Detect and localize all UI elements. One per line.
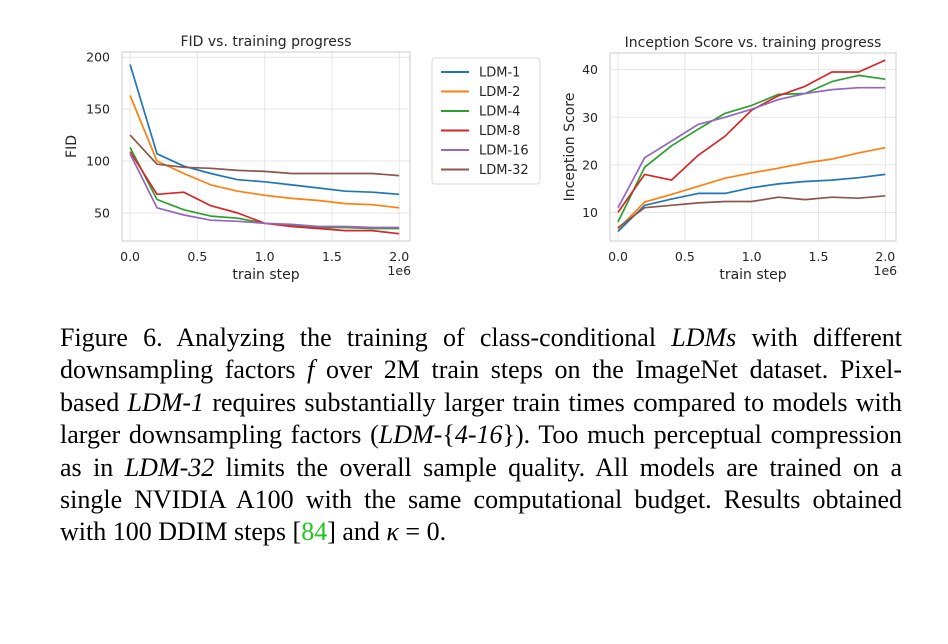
- legend-label-ldm-1: LDM-1: [479, 66, 520, 81]
- caption-ldm-range-a: LDM-: [378, 420, 443, 450]
- x-tick-label: 0.0: [120, 249, 140, 264]
- y-axis-label: Inception Score: [562, 93, 578, 202]
- y-tick-label: 40: [582, 62, 598, 77]
- caption-text-6: limits the overall sample quality. All m…: [60, 452, 902, 547]
- series-line-ldm-16: [617, 86, 886, 209]
- series-line-ldm-1: [129, 64, 400, 196]
- legend: LDM-1 LDM-2 LDM-4 LDM-8 LDM-16 LDM-32: [431, 57, 541, 185]
- x-tick-label: 1.5: [322, 249, 342, 264]
- caption-brace-close: }: [502, 420, 515, 450]
- fid-chart: 0.0 0.5 1.0 1.5 2.0 50 100 150 200 1e6 FID vs. tra…: [64, 34, 411, 283]
- y-tick-label: 150: [86, 102, 110, 117]
- caption-text-2: with different downsampling factors: [60, 323, 902, 385]
- y-tick-label: 50: [94, 205, 110, 220]
- y-axis-label: FID: [64, 135, 80, 158]
- y-tick-label: 10: [582, 205, 598, 220]
- series-line-ldm-32: [617, 194, 886, 229]
- citation-link[interactable]: 84: [301, 517, 328, 547]
- x-offset-label: 1e6: [874, 263, 898, 278]
- series-line-ldm-1: [617, 173, 886, 233]
- chart-title: Inception Score vs. training progress: [625, 35, 882, 51]
- legend-label-ldm-4: LDM-4: [479, 105, 520, 120]
- caption-text-8: = 0.: [398, 517, 447, 547]
- caption-ldms: LDMs: [671, 323, 737, 352]
- x-offset-label: 1e6: [387, 263, 411, 278]
- x-axis-label: train step: [719, 267, 786, 283]
- y-tick-label: 20: [582, 157, 598, 172]
- x-tick-label: 0.5: [187, 249, 207, 264]
- caption-ldm-range-b: 4-16: [454, 420, 503, 450]
- caption-intro: Figure 6. Analyzing the training of clas…: [60, 323, 672, 352]
- series-line-ldm-2: [617, 146, 886, 230]
- caption-text-7: ] and: [327, 517, 387, 547]
- series-line-ldm-16: [129, 153, 400, 229]
- x-tick-label: 1.0: [255, 249, 275, 264]
- legend-label-ldm-32: LDM-32: [479, 163, 529, 178]
- y-tick-label: 30: [582, 110, 598, 125]
- caption-kappa: κ: [386, 517, 399, 547]
- caption-f: f: [307, 355, 315, 385]
- chart-title: FID vs. training progress: [180, 34, 351, 50]
- legend-label-ldm-8: LDM-8: [479, 124, 520, 139]
- caption-text-4: requires substantially larger train time…: [60, 387, 903, 450]
- legend-label-ldm-16: LDM-16: [479, 144, 529, 159]
- x-tick-label: 2.0: [875, 249, 895, 264]
- x-tick-label: 2.0: [389, 249, 409, 264]
- series-line-ldm-8: [617, 59, 886, 213]
- caption-ldm1: LDM-1: [127, 387, 205, 417]
- legend-label-ldm-2: LDM-2: [479, 85, 520, 100]
- y-tick-label: 100: [86, 154, 110, 169]
- figure-caption: Figure 6. Analyzing the training of clas…: [60, 322, 902, 549]
- inception-score-chart: 0.0 0.5 1.0 1.5 2.0 10 20 30 40 1e6 Inception Scor…: [562, 35, 897, 283]
- x-tick-label: 0.0: [608, 249, 628, 264]
- x-tick-label: 0.5: [675, 249, 695, 264]
- plot-frame: [121, 51, 411, 242]
- y-tick-label: 200: [86, 50, 110, 65]
- plot-frame: [609, 52, 897, 242]
- caption-ldm32: LDM-32: [124, 452, 215, 482]
- legend-box: [431, 57, 541, 185]
- caption-text-3: over 2M train steps on the ImageNet data…: [60, 355, 903, 417]
- x-tick-label: 1.5: [809, 249, 829, 264]
- series-line-ldm-2: [129, 95, 400, 209]
- x-axis-label: train step: [232, 267, 299, 283]
- series-line-ldm-32: [129, 134, 400, 177]
- series-line-ldm-4: [617, 74, 886, 223]
- caption-text-5: ). Too much perceptual compression as in: [60, 420, 902, 482]
- caption-brace-open: {: [442, 420, 455, 450]
- x-tick-label: 1.0: [742, 249, 762, 264]
